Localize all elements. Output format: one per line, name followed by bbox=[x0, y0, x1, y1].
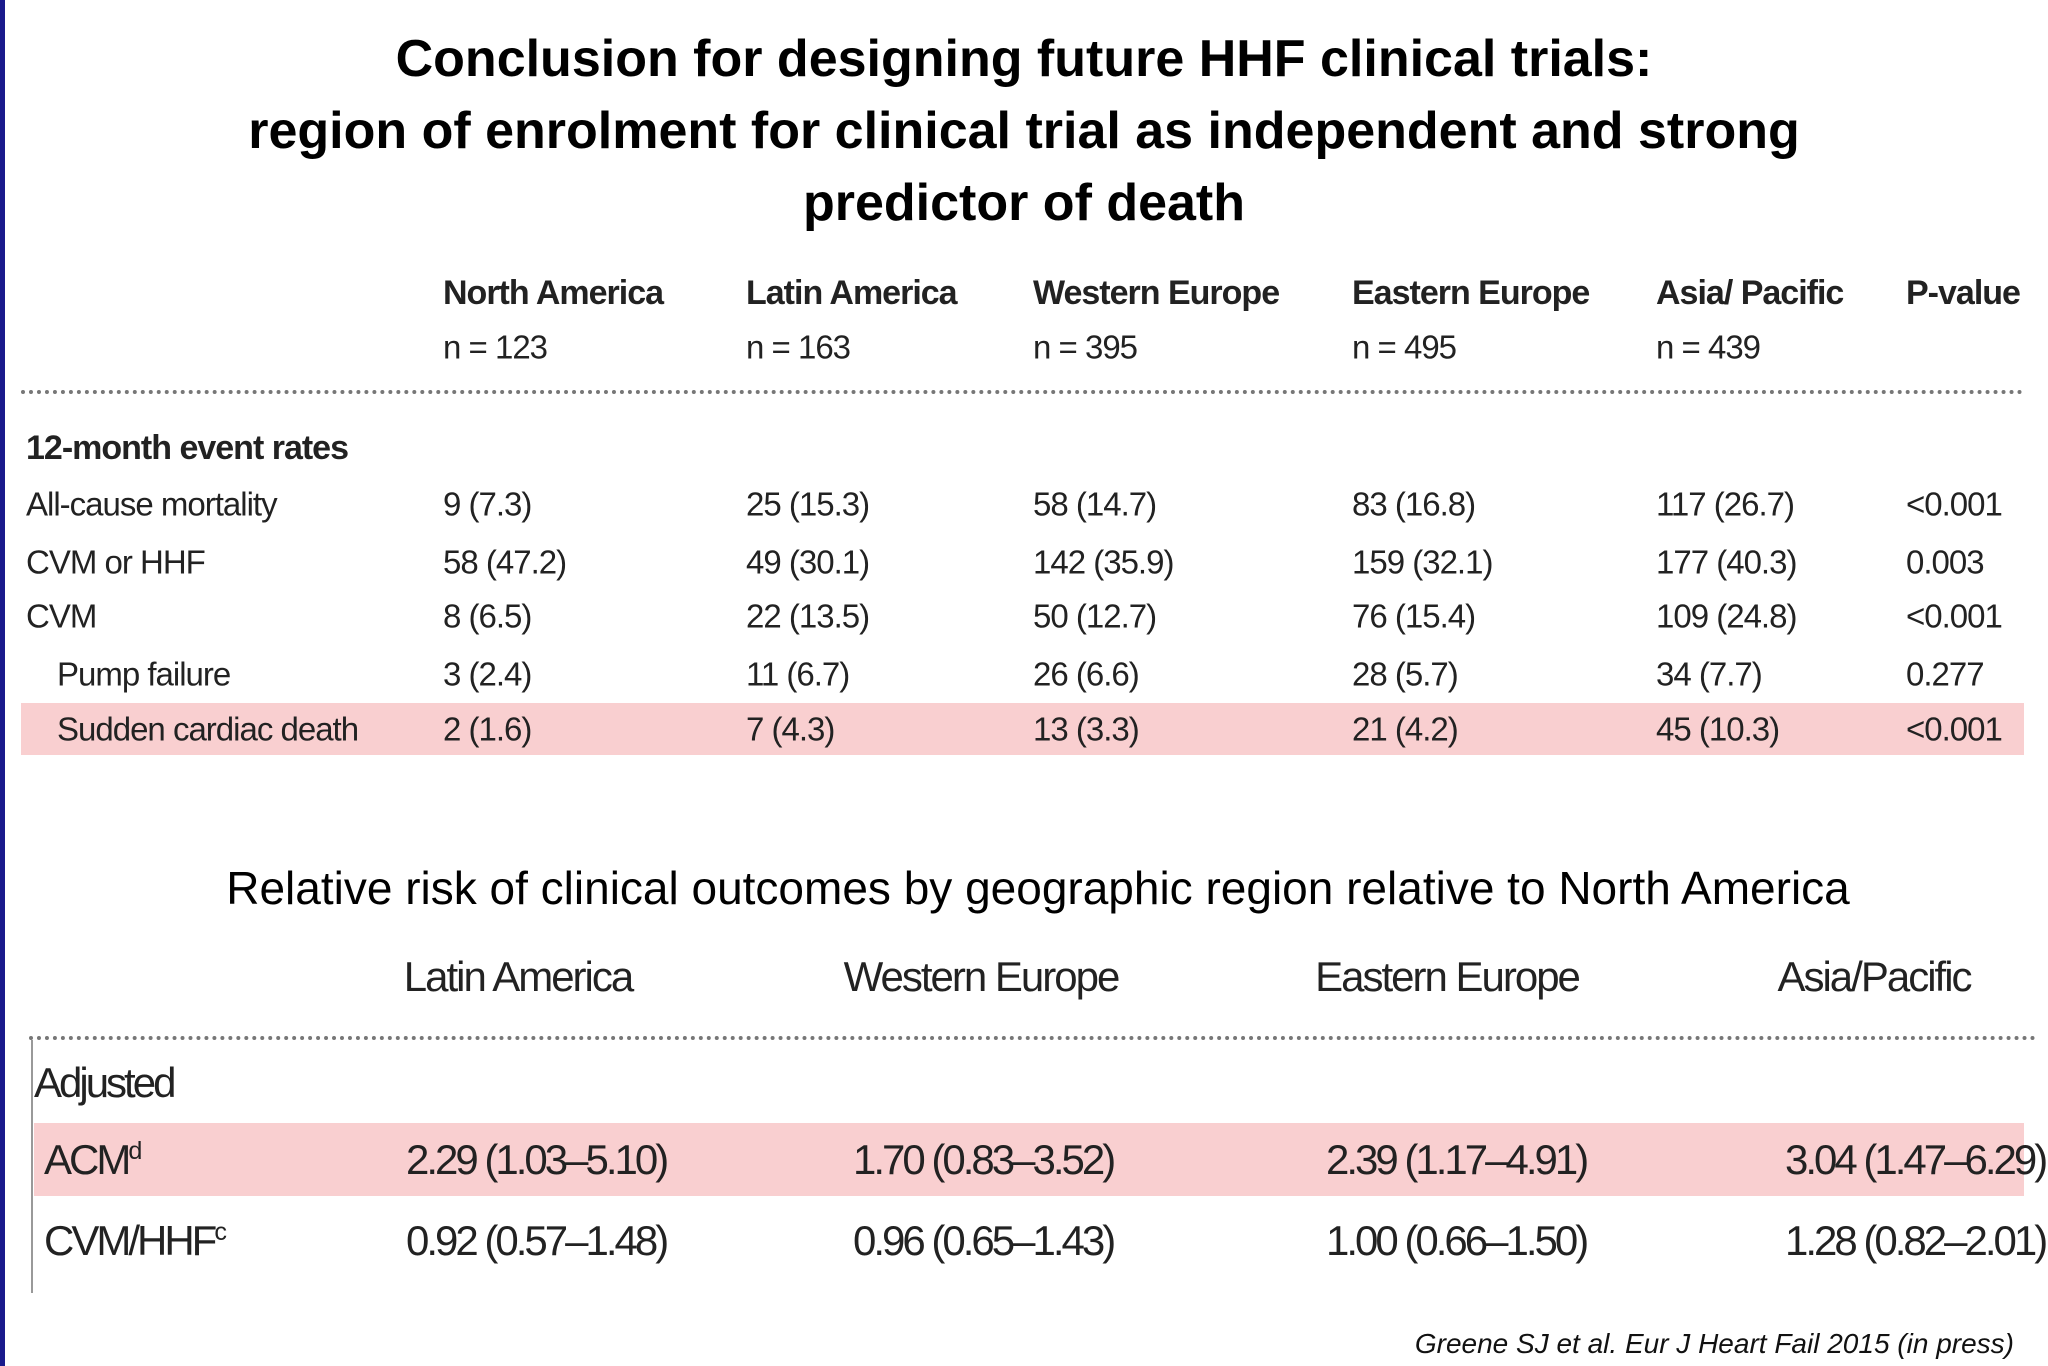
column-header: North America bbox=[443, 274, 664, 312]
cell: 21 (4.2) bbox=[1352, 710, 1459, 748]
highlight-row bbox=[34, 1123, 2024, 1196]
column-n: n = 123 bbox=[443, 328, 548, 366]
column-header: P-value bbox=[1906, 274, 2021, 312]
cell: 83 (16.8) bbox=[1352, 485, 1476, 523]
cell: <0.001 bbox=[1906, 597, 2003, 635]
cell: 117 (26.7) bbox=[1656, 485, 1795, 523]
column-header: Eastern Europe bbox=[1315, 953, 1581, 1000]
cell: 7 (4.3) bbox=[746, 710, 835, 748]
divider bbox=[21, 390, 2024, 394]
cell: 1.70 (0.83–3.52) bbox=[853, 1136, 1116, 1183]
label: CVM/HHF bbox=[44, 1217, 217, 1264]
cell: <0.001 bbox=[1906, 710, 2003, 748]
row-label: ACMd bbox=[44, 1136, 142, 1183]
cell: <0.001 bbox=[1906, 485, 2003, 523]
cell: 11 (6.7) bbox=[746, 655, 850, 693]
cell: 2.39 (1.17–4.91) bbox=[1326, 1136, 1589, 1183]
cell: 0.003 bbox=[1906, 543, 1985, 581]
cell: 76 (15.4) bbox=[1352, 597, 1476, 635]
column-n: n = 163 bbox=[746, 328, 851, 366]
section-label: Adjusted bbox=[34, 1059, 176, 1106]
cell: 25 (15.3) bbox=[746, 485, 870, 523]
cell: 2.29 (1.03–5.10) bbox=[406, 1136, 669, 1183]
column-n: n = 495 bbox=[1352, 328, 1457, 366]
column-header: Western Europe bbox=[843, 953, 1121, 1000]
title-line: predictor of death bbox=[802, 174, 1246, 232]
column-header: Latin America bbox=[746, 274, 958, 312]
row-label: CVM bbox=[26, 597, 97, 635]
cell: 28 (5.7) bbox=[1352, 655, 1459, 693]
highlight-row bbox=[21, 703, 2024, 755]
cell: 1.28 (0.82–2.01) bbox=[1785, 1217, 2048, 1264]
row-label: Pump failure bbox=[57, 655, 231, 693]
divider bbox=[29, 1036, 2037, 1040]
cell: 8 (6.5) bbox=[443, 597, 532, 635]
column-header: Eastern Europe bbox=[1352, 274, 1590, 312]
left-rule bbox=[31, 1040, 33, 1293]
column-n: n = 395 bbox=[1033, 328, 1138, 366]
cell: 9 (7.3) bbox=[443, 485, 532, 523]
cell: 58 (47.2) bbox=[443, 543, 567, 581]
cell: 26 (6.6) bbox=[1033, 655, 1140, 693]
cell: 3 (2.4) bbox=[443, 655, 532, 693]
cell: 3.04 (1.47–6.29) bbox=[1785, 1136, 2048, 1183]
column-header: Latin America bbox=[403, 953, 634, 1000]
title-line: region of enrolment for clinical trial a… bbox=[248, 102, 1800, 160]
cell: 2 (1.6) bbox=[443, 710, 532, 748]
subtitle: Relative risk of clinical outcomes by ge… bbox=[226, 862, 1850, 914]
footnote-mark: d bbox=[128, 1137, 142, 1165]
cell: 1.00 (0.66–1.50) bbox=[1326, 1217, 1589, 1264]
left-border bbox=[0, 0, 5, 1366]
cell: 177 (40.3) bbox=[1656, 543, 1797, 581]
cell: 34 (7.7) bbox=[1656, 655, 1763, 693]
cell: 49 (30.1) bbox=[746, 543, 870, 581]
row-label: All-cause mortality bbox=[26, 485, 278, 523]
cell: 45 (10.3) bbox=[1656, 710, 1780, 748]
cell: 22 (13.5) bbox=[746, 597, 870, 635]
cell: 0.277 bbox=[1906, 655, 1985, 693]
row-label: CVM or HHF bbox=[26, 543, 206, 581]
row-label: Sudden cardiac death bbox=[57, 710, 359, 748]
row-label: CVM/HHFc bbox=[44, 1217, 227, 1264]
cell: 0.96 (0.65–1.43) bbox=[853, 1217, 1116, 1264]
title-line: Conclusion for designing future HHF clin… bbox=[395, 30, 1653, 88]
column-n: n = 439 bbox=[1656, 328, 1761, 366]
cell: 109 (24.8) bbox=[1656, 597, 1797, 635]
label: ACM bbox=[44, 1136, 131, 1183]
cell: 142 (35.9) bbox=[1033, 543, 1174, 581]
cell: 50 (12.7) bbox=[1033, 597, 1157, 635]
cell: 0.92 (0.57–1.48) bbox=[406, 1217, 669, 1264]
column-header: Western Europe bbox=[1033, 274, 1280, 312]
cell: 13 (3.3) bbox=[1033, 710, 1140, 748]
citation: Greene SJ et al. Eur J Heart Fail 2015 (… bbox=[1414, 1328, 2014, 1359]
footnote-mark: c bbox=[214, 1218, 226, 1246]
cell: 159 (32.1) bbox=[1352, 543, 1493, 581]
column-header: Asia/Pacific bbox=[1777, 953, 1972, 1000]
cell: 58 (14.7) bbox=[1033, 485, 1157, 523]
section-label: 12-month event rates bbox=[26, 429, 349, 467]
column-header: Asia/ Pacific bbox=[1656, 274, 1844, 312]
